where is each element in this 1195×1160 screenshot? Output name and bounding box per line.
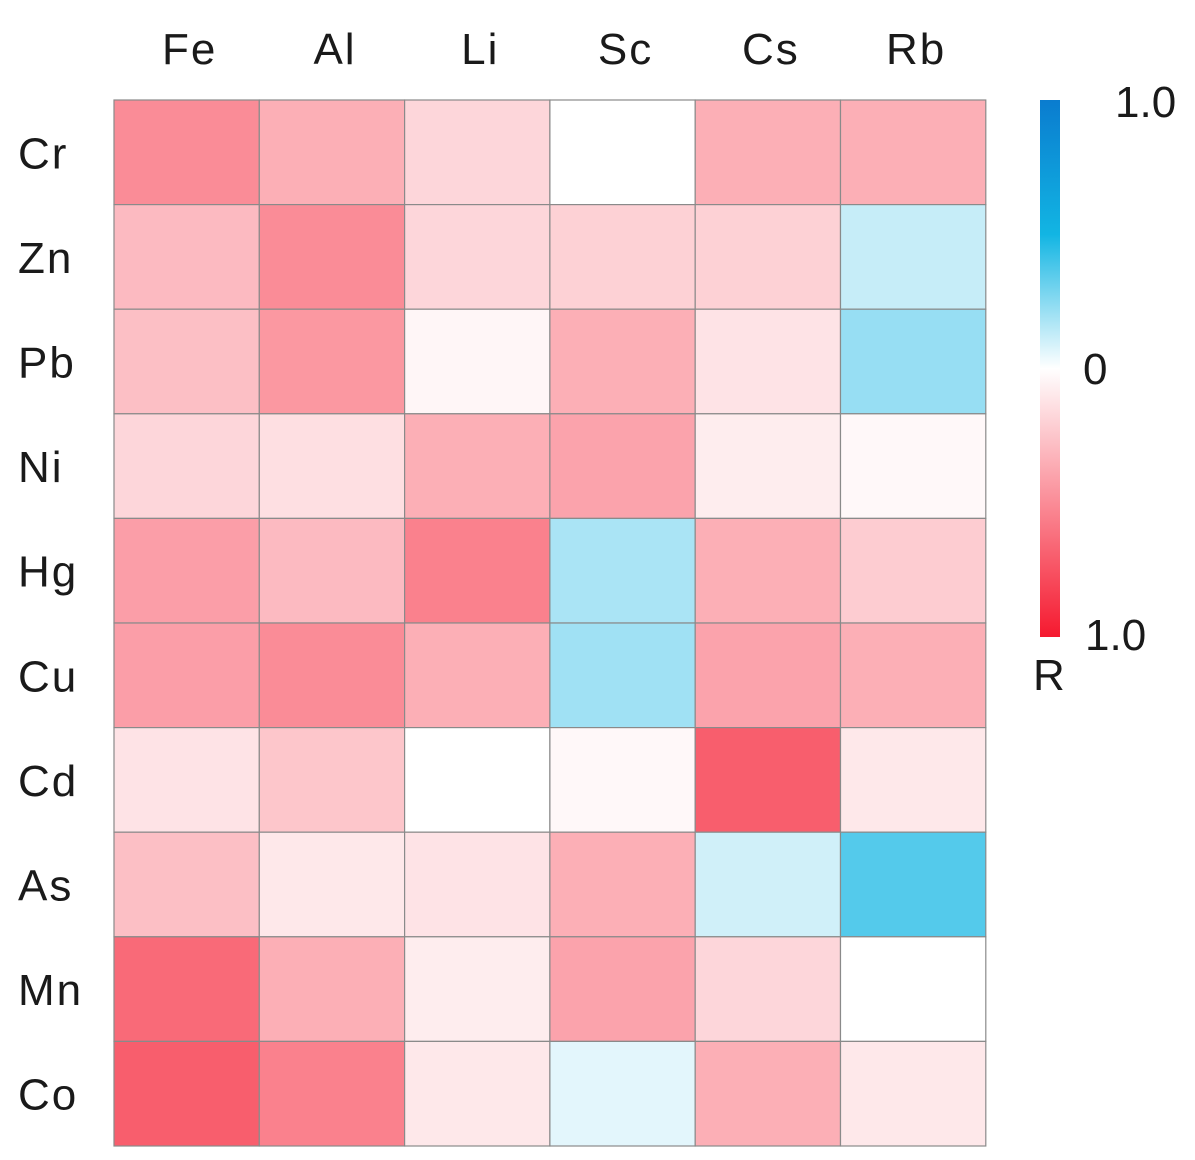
heatmap-cell-hg-fe	[113, 517, 260, 624]
row-labels: Cr Zn Pb Ni Hg Cu Cd As Mn Co	[18, 129, 83, 1120]
heatmap-cell-as-sc	[549, 831, 696, 938]
heatmap-cell-mn-cs	[694, 936, 842, 1042]
heatmap-cell-cd-al	[258, 726, 406, 833]
heatmap-cell-pb-al	[258, 308, 406, 415]
heatmap-cell-mn-sc	[549, 936, 696, 1042]
row-label: Mn	[18, 966, 83, 1015]
heatmap-cell-ni-fe	[113, 413, 260, 519]
heatmap-cell-zn-rb	[839, 204, 987, 310]
heatmap-cell-cu-sc	[549, 622, 696, 729]
heatmap-cell-pb-cs	[694, 308, 842, 415]
heatmap-cell-mn-li	[404, 936, 551, 1042]
heatmap-cell-pb-fe	[113, 308, 260, 415]
heatmap-cell-zn-sc	[549, 204, 696, 310]
heatmap-cell-as-rb	[839, 831, 987, 938]
heatmap-cell-as-al	[258, 831, 406, 938]
row-label: Zn	[18, 234, 73, 283]
heatmap-cell-as-li	[404, 831, 551, 938]
heatmap-cell-mn-fe	[113, 936, 260, 1042]
heatmap-cell-hg-al	[258, 517, 406, 624]
heatmap-cell-co-fe	[113, 1040, 260, 1147]
heatmap-cell-cd-rb	[839, 726, 987, 833]
column-label: Al	[313, 25, 356, 74]
column-label: Li	[461, 25, 499, 74]
heatmap-cell-cu-li	[404, 622, 551, 729]
heatmap-cell-zn-al	[258, 204, 406, 310]
heatmap-cell-cr-fe	[113, 99, 260, 206]
heatmap-cell-cd-fe	[113, 726, 260, 833]
colorbar-mid-label: 0	[1083, 345, 1107, 394]
row-label: Hg	[18, 548, 78, 597]
heatmap-cell-hg-rb	[839, 517, 987, 624]
heatmap-cell-cu-al	[258, 622, 406, 729]
heatmap-cell-hg-sc	[549, 517, 696, 624]
heatmap-cell-pb-li	[404, 308, 551, 415]
heatmap-cell-zn-fe	[113, 204, 260, 310]
heatmap-cell-co-sc	[549, 1040, 696, 1147]
colorbar: 1.0 0 1.0 R	[1033, 78, 1176, 700]
colorbar-bottom-label: 1.0	[1085, 611, 1146, 660]
colorbar-title: R	[1033, 651, 1065, 700]
heatmap-cell-ni-sc	[549, 413, 696, 519]
heatmap-cell-cd-cs	[694, 726, 842, 833]
colorbar-gradient	[1040, 100, 1060, 637]
heatmap-cell-cr-li	[404, 99, 551, 206]
heatmap-cell-cu-cs	[694, 622, 842, 729]
heatmap-cells	[113, 99, 987, 1147]
column-label: Fe	[162, 25, 217, 74]
heatmap-cell-zn-cs	[694, 204, 842, 310]
row-label: Co	[18, 1071, 78, 1120]
heatmap-cell-cd-sc	[549, 726, 696, 833]
heatmap-cell-hg-li	[404, 517, 551, 624]
heatmap-cell-cd-li	[404, 726, 551, 833]
column-labels: Fe Al Li Sc Cs Rb	[162, 25, 946, 74]
row-label: Cu	[18, 652, 78, 701]
heatmap-cell-co-al	[258, 1040, 406, 1147]
column-label: Sc	[598, 25, 653, 74]
heatmap-cell-as-cs	[694, 831, 842, 938]
heatmap-cell-cu-fe	[113, 622, 260, 729]
heatmap-cell-cr-al	[258, 99, 406, 206]
column-label: Rb	[886, 25, 946, 74]
heatmap-cell-pb-sc	[549, 308, 696, 415]
heatmap-cell-pb-rb	[839, 308, 987, 415]
heatmap-cell-as-fe	[113, 831, 260, 938]
heatmap-cell-ni-li	[404, 413, 551, 519]
heatmap-cell-cr-sc	[549, 99, 696, 206]
heatmap-cell-co-cs	[694, 1040, 842, 1147]
column-label: Cs	[742, 25, 800, 74]
row-label: Cd	[18, 757, 78, 806]
row-label: Pb	[18, 339, 76, 388]
heatmap-cell-co-li	[404, 1040, 551, 1147]
heatmap-cell-mn-al	[258, 936, 406, 1042]
heatmap-cell-cr-rb	[839, 99, 987, 206]
heatmap-cell-cu-rb	[839, 622, 987, 729]
row-label: Cr	[18, 129, 68, 178]
heatmap-cell-mn-rb	[839, 936, 987, 1042]
heatmap-cell-cr-cs	[694, 99, 842, 206]
heatmap-cell-zn-li	[404, 204, 551, 310]
row-label: As	[18, 862, 73, 911]
heatmap-cell-ni-rb	[839, 413, 987, 519]
heatmap-cell-ni-al	[258, 413, 406, 519]
heatmap-cell-co-rb	[839, 1040, 987, 1147]
row-label: Ni	[18, 443, 64, 492]
heatmap-cell-ni-cs	[694, 413, 842, 519]
heatmap-cell-hg-cs	[694, 517, 842, 624]
colorbar-top-label: 1.0	[1115, 78, 1176, 127]
